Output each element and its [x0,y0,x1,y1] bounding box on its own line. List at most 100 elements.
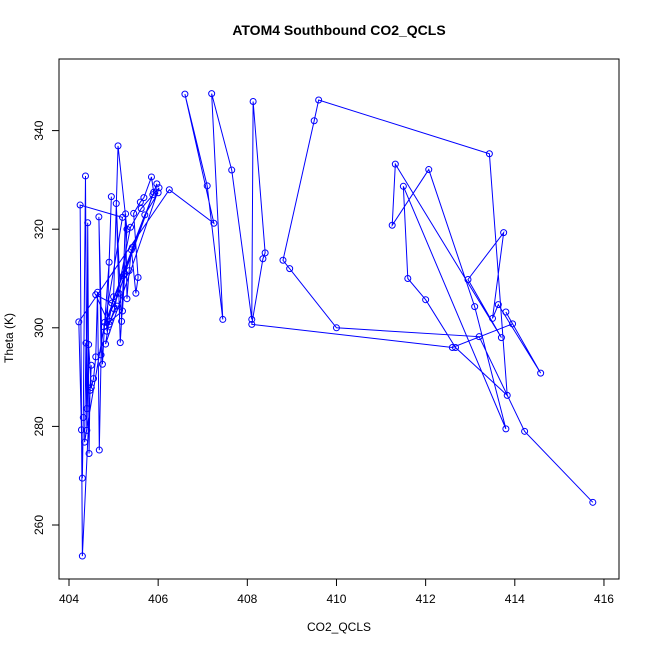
data-point [98,360,106,368]
x-tick-label: 414 [505,592,525,606]
data-point [100,323,108,331]
y-tick-label: 320 [32,219,46,239]
data-point [101,318,109,326]
data-point [123,295,131,303]
data-point [181,90,189,98]
data-point [279,256,287,264]
data-point [228,166,236,174]
data-point [448,344,456,352]
data-point [203,182,211,190]
data-point [154,189,162,197]
x-tick-label: 416 [594,592,614,606]
data-point [130,209,138,217]
data-point [452,344,460,352]
data-point [106,317,114,325]
data-point [122,210,130,218]
data-point [115,289,123,297]
data-point [119,307,126,315]
data-point [310,117,318,125]
data-point [404,275,412,282]
data-point [489,314,497,322]
data-point [388,221,396,229]
data-point [425,166,433,174]
data-point [315,96,323,104]
data-point [208,90,216,98]
data-point [140,194,148,202]
data-point [500,229,508,237]
data-point [118,317,126,325]
data-point [112,200,120,208]
data-point [81,438,89,446]
data-point [77,426,85,434]
data-point [485,150,493,158]
data-point [471,303,479,311]
data-point [153,180,161,188]
data-point [85,341,93,349]
data-point [78,552,86,560]
data-point [165,186,173,194]
data-point [248,320,256,328]
data-point [108,299,116,307]
data-point [95,213,103,221]
data-point [332,324,340,332]
data-point [134,274,142,282]
data-point [210,219,218,227]
data-point [84,219,92,227]
x-tick-label: 404 [59,592,79,606]
data-point [85,450,93,458]
data-point [136,198,144,206]
chart-title: ATOM4 Southbound CO2_QCLS [232,22,445,38]
data-point [123,225,131,233]
data-point [219,315,227,323]
data-point [286,265,294,273]
data-point [259,255,267,263]
data-point [97,351,105,359]
data-point [79,414,87,422]
data-point [95,446,103,454]
data-point [249,98,257,106]
x-tick-label: 408 [237,592,257,606]
x-tick-label: 406 [148,592,168,606]
data-point [90,375,98,383]
x-axis: 404 406 408 410 412 414 416 [59,578,614,606]
data-point [475,333,483,341]
x-tick-label: 410 [326,592,346,606]
data-point [248,315,256,323]
x-axis-label: CO2_QCLS [307,620,371,634]
data-point [76,201,84,209]
data-point [83,426,91,434]
data-point [75,318,83,326]
y-tick-label: 300 [32,317,46,337]
data-point [105,258,113,266]
data-point [78,474,86,482]
y-axis: 260 280 300 320 340 [32,120,60,535]
data-point [155,184,163,192]
data-point [494,301,502,309]
data-point [391,160,399,168]
y-tick-label: 280 [32,416,46,436]
data-point [503,391,511,399]
data-point [116,339,124,347]
data-point [119,272,127,280]
data-point [497,334,505,342]
y-tick-label: 340 [32,120,46,140]
y-axis-label: Theta (K) [2,313,16,363]
series-layer [75,90,597,560]
data-point [521,427,529,435]
data-point [87,361,95,369]
data-point [128,243,136,251]
data-point [537,369,545,377]
data-point [110,293,118,301]
y-tick-label: 260 [32,515,46,535]
data-point [127,223,135,231]
data-point [92,291,100,299]
data-point [107,193,115,201]
data-point [422,296,430,304]
data-point [81,172,89,180]
data-point [110,305,118,313]
data-point [509,320,517,328]
data-point [589,498,597,506]
data-point [121,270,129,278]
data-point [502,308,510,316]
data-point [141,211,149,219]
